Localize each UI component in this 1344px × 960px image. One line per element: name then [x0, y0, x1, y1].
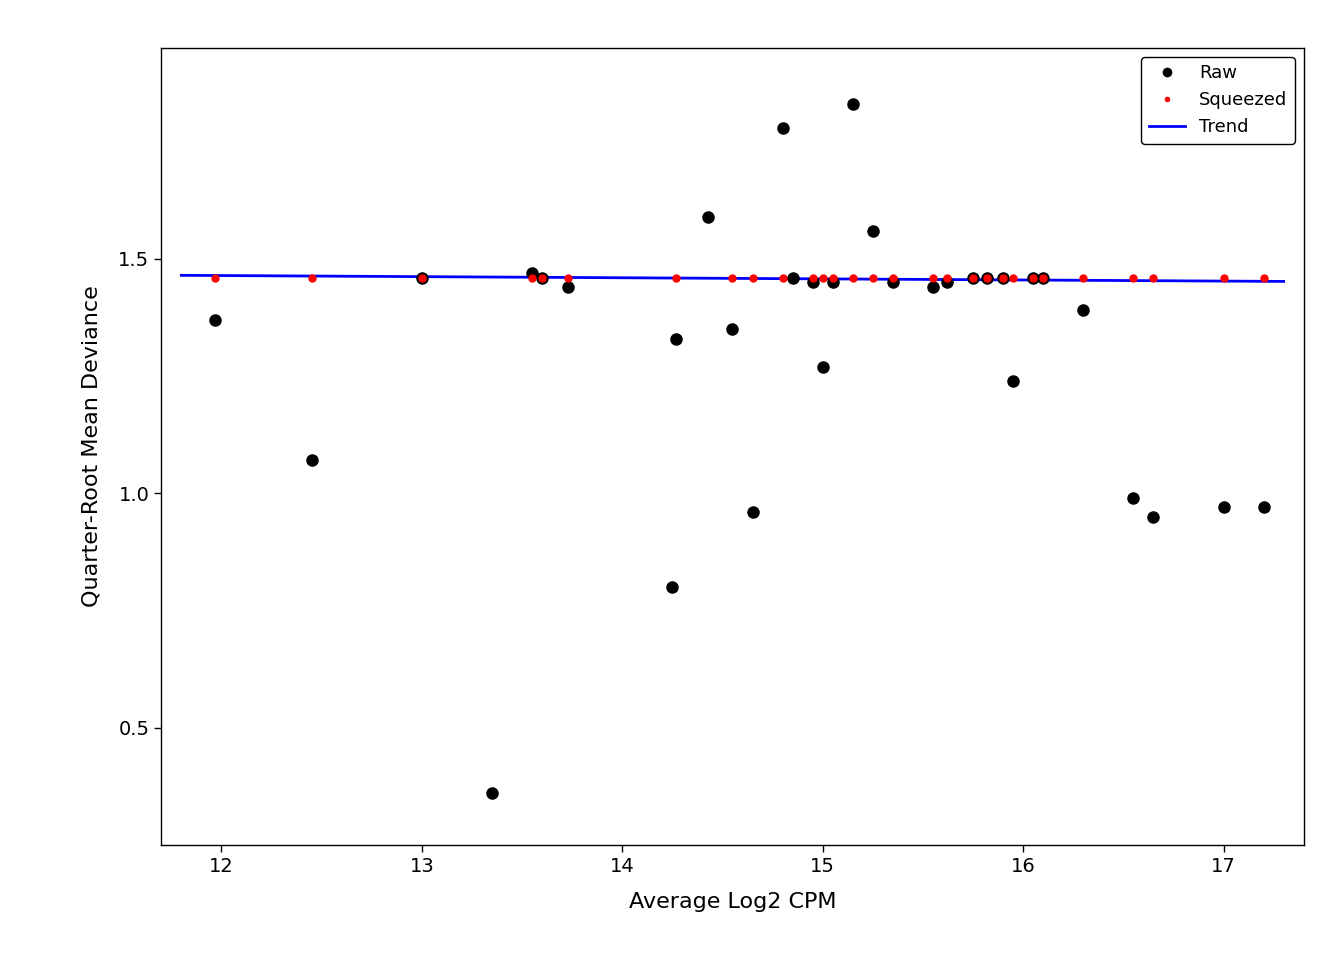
Squeezed — [1253, 270, 1274, 285]
Squeezed — [1142, 270, 1164, 285]
Y-axis label: Quarter-Root Mean Deviance: Quarter-Root Mean Deviance — [82, 285, 102, 608]
Squeezed — [1003, 270, 1024, 285]
X-axis label: Average Log2 CPM: Average Log2 CPM — [629, 892, 836, 912]
Raw — [771, 120, 793, 135]
Squeezed — [1212, 270, 1234, 285]
Squeezed — [1073, 270, 1094, 285]
Raw — [782, 270, 804, 285]
Raw — [992, 270, 1013, 285]
Raw — [742, 504, 763, 519]
Raw — [937, 275, 958, 290]
Raw — [521, 265, 543, 280]
Raw — [1032, 270, 1054, 285]
Raw — [862, 223, 883, 238]
Squeezed — [665, 270, 687, 285]
Squeezed — [742, 270, 763, 285]
Squeezed — [882, 270, 903, 285]
Raw — [962, 270, 984, 285]
Legend: Raw, Squeezed, Trend: Raw, Squeezed, Trend — [1141, 57, 1294, 144]
Raw — [882, 275, 903, 290]
Raw — [204, 312, 226, 327]
Raw — [1142, 509, 1164, 524]
Squeezed — [558, 270, 579, 285]
Raw — [301, 453, 323, 468]
Squeezed — [802, 270, 824, 285]
Raw — [698, 209, 719, 225]
Squeezed — [862, 270, 883, 285]
Squeezed — [962, 270, 984, 285]
Raw — [1212, 499, 1234, 515]
Squeezed — [841, 270, 863, 285]
Raw — [841, 97, 863, 112]
Squeezed — [411, 270, 433, 285]
Raw — [1122, 491, 1144, 506]
Squeezed — [771, 270, 793, 285]
Squeezed — [722, 270, 743, 285]
Squeezed — [521, 270, 543, 285]
Squeezed — [1023, 270, 1044, 285]
Raw — [722, 322, 743, 337]
Squeezed — [1032, 270, 1054, 285]
Raw — [661, 579, 683, 594]
Raw — [411, 270, 433, 285]
Raw — [558, 279, 579, 295]
Squeezed — [992, 270, 1013, 285]
Raw — [665, 331, 687, 347]
Squeezed — [976, 270, 997, 285]
Squeezed — [531, 270, 552, 285]
Squeezed — [1122, 270, 1144, 285]
Raw — [481, 785, 503, 801]
Squeezed — [812, 270, 833, 285]
Raw — [802, 275, 824, 290]
Raw — [1003, 373, 1024, 389]
Squeezed — [823, 270, 844, 285]
Squeezed — [204, 270, 226, 285]
Raw — [922, 279, 943, 295]
Squeezed — [922, 270, 943, 285]
Raw — [812, 359, 833, 374]
Raw — [823, 275, 844, 290]
Squeezed — [301, 270, 323, 285]
Raw — [976, 270, 997, 285]
Raw — [531, 270, 552, 285]
Squeezed — [937, 270, 958, 285]
Raw — [1253, 499, 1274, 515]
Raw — [1023, 270, 1044, 285]
Raw — [1073, 302, 1094, 318]
